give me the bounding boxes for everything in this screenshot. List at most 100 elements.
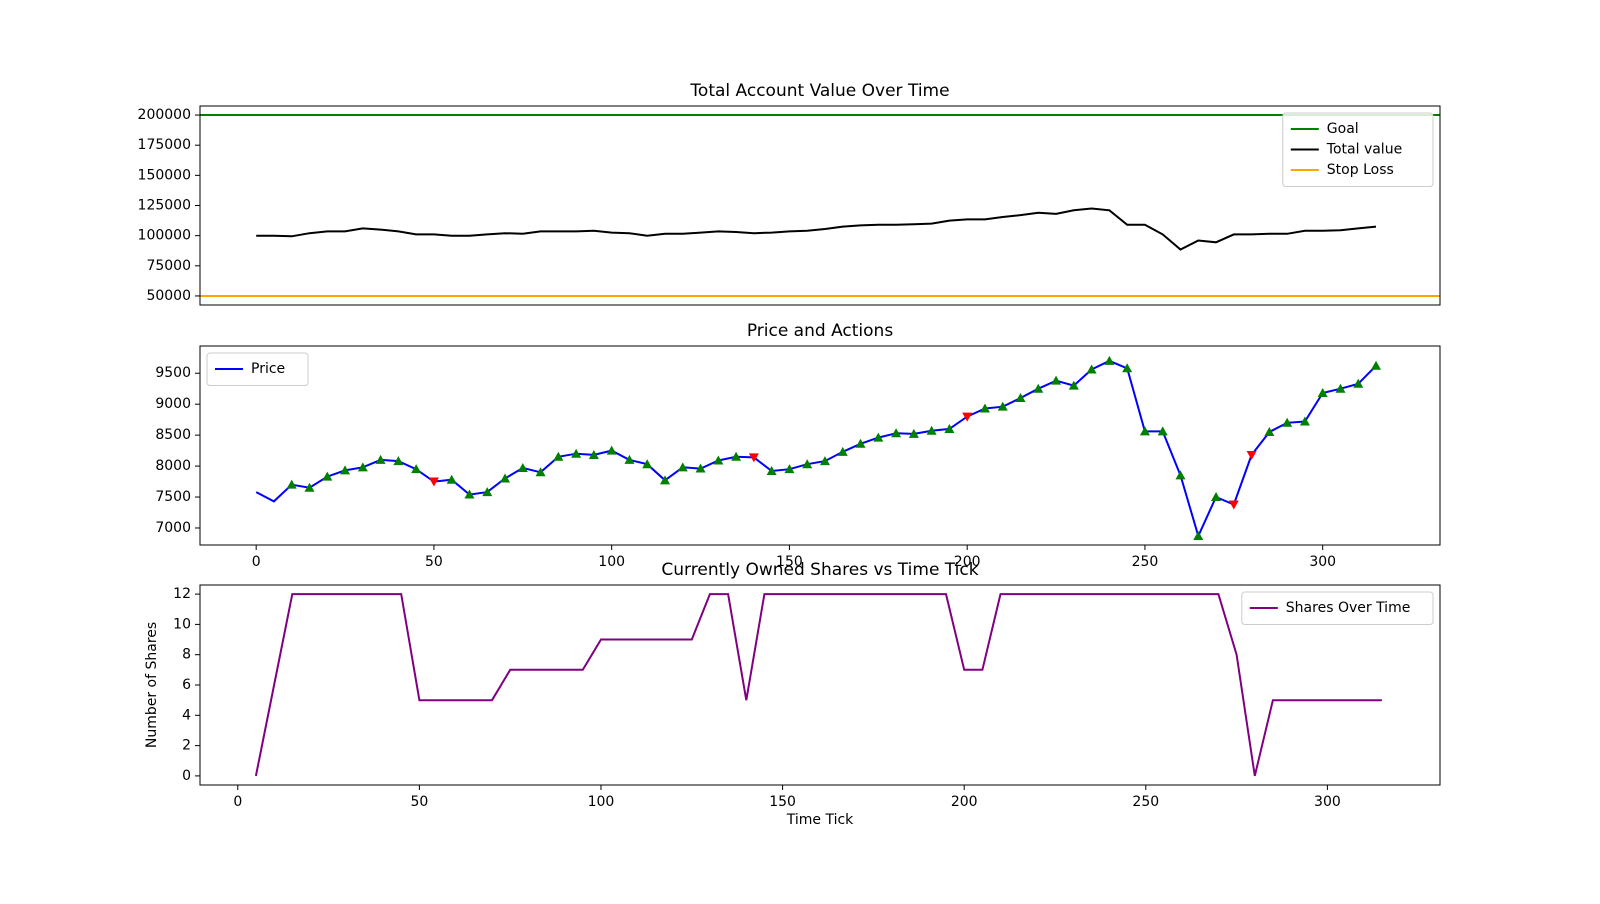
action-marker xyxy=(286,479,297,489)
action-marker xyxy=(357,462,368,472)
action-marker xyxy=(624,454,635,464)
y-tick-label: 150000 xyxy=(138,167,191,183)
y-tick-label: 9000 xyxy=(155,396,191,412)
legend: Price xyxy=(206,352,309,386)
action-marker xyxy=(446,474,457,484)
legend-box xyxy=(206,352,309,386)
action-marker xyxy=(1282,417,1293,427)
y-tick-label: 10 xyxy=(173,616,191,632)
action-marker xyxy=(1086,364,1097,374)
legend-label: Price xyxy=(251,361,285,377)
action-marker xyxy=(588,449,599,459)
action-marker xyxy=(891,428,902,438)
action-marker xyxy=(766,466,777,476)
y-tick-label: 12 xyxy=(173,586,191,602)
action-marker xyxy=(482,487,493,497)
action-marker xyxy=(1104,355,1115,365)
action-marker xyxy=(642,459,653,469)
action-marker xyxy=(802,459,813,469)
x-tick-label: 300 xyxy=(1314,794,1341,810)
legend-label: Stop Loss xyxy=(1327,162,1394,178)
axes-frame xyxy=(199,105,1441,306)
action-marker xyxy=(962,412,973,422)
subplot-title: Total Account Value Over Time xyxy=(689,81,949,101)
action-marker xyxy=(748,453,759,463)
y-tick-label: 50000 xyxy=(146,288,191,304)
action-marker xyxy=(695,463,706,473)
action-marker xyxy=(500,473,511,483)
action-marker xyxy=(819,456,830,466)
x-tick-label: 300 xyxy=(1309,554,1336,570)
action-marker xyxy=(340,465,351,475)
action-marker xyxy=(375,454,386,464)
action-marker xyxy=(553,451,564,461)
action-marker xyxy=(926,425,937,435)
action-marker xyxy=(1317,388,1328,398)
action-marker xyxy=(1068,380,1079,390)
axes-frame xyxy=(199,584,1441,786)
legend: Shares Over Time xyxy=(1241,591,1434,625)
action-marker xyxy=(464,489,475,499)
action-marker xyxy=(1211,492,1222,502)
x-tick-label: 150 xyxy=(769,794,796,810)
x-tick-label: 250 xyxy=(1132,554,1159,570)
y-tick-label: 7500 xyxy=(155,489,191,505)
y-tick-label: 125000 xyxy=(138,198,191,214)
y-tick-label: 75000 xyxy=(146,258,191,274)
y-tick-label: 7000 xyxy=(155,520,191,536)
legend-label: Shares Over Time xyxy=(1286,600,1411,616)
action-marker xyxy=(1157,426,1168,436)
action-marker xyxy=(1371,360,1382,370)
subplot-title: Currently Owned Shares vs Time Tick xyxy=(661,560,978,580)
action-marker xyxy=(997,401,1008,411)
action-marker xyxy=(571,448,582,458)
action-marker xyxy=(713,455,724,465)
action-marker xyxy=(660,475,670,485)
action-marker xyxy=(1264,427,1275,437)
series-line xyxy=(256,207,1377,251)
action-marker xyxy=(1228,500,1239,510)
series-line xyxy=(255,359,1377,539)
action-marker xyxy=(411,464,422,474)
action-marker xyxy=(1122,363,1133,373)
action-marker xyxy=(944,423,955,433)
x-tick-label: 50 xyxy=(425,554,443,570)
action-marker xyxy=(837,446,848,456)
action-marker xyxy=(393,456,404,466)
action-marker xyxy=(1051,375,1062,385)
x-tick-label: 100 xyxy=(598,554,625,570)
action-marker xyxy=(322,471,333,481)
y-tick-label: 4 xyxy=(182,707,191,723)
legend-box xyxy=(1282,112,1434,187)
action-marker xyxy=(1015,392,1026,402)
action-marker xyxy=(1033,383,1044,393)
action-marker xyxy=(855,438,866,448)
legend-label: Goal xyxy=(1327,121,1359,137)
y-tick-label: 8000 xyxy=(155,458,191,474)
action-marker xyxy=(677,462,688,472)
action-marker xyxy=(1299,416,1310,426)
action-marker xyxy=(908,428,919,438)
action-marker xyxy=(517,462,528,472)
action-marker xyxy=(1335,383,1346,393)
action-marker xyxy=(304,482,315,492)
x-tick-label: 200 xyxy=(954,554,981,570)
axes-frame xyxy=(199,345,1441,546)
y-tick-label: 200000 xyxy=(138,107,191,123)
x-tick-label: 150 xyxy=(776,554,803,570)
action-marker xyxy=(1353,378,1364,388)
y-tick-label: 2 xyxy=(182,738,191,754)
x-tick-label: 50 xyxy=(410,794,428,810)
x-axis-label: Time Tick xyxy=(786,812,854,828)
legend-box xyxy=(1241,591,1434,625)
action-marker xyxy=(1193,531,1204,541)
action-marker xyxy=(873,432,884,442)
series-line xyxy=(254,593,1382,777)
x-tick-label: 100 xyxy=(588,794,615,810)
subplot-title: Price and Actions xyxy=(747,321,894,341)
y-tick-label: 0 xyxy=(182,768,191,784)
y-tick-label: 6 xyxy=(182,677,191,693)
y-tick-label: 175000 xyxy=(138,137,191,153)
